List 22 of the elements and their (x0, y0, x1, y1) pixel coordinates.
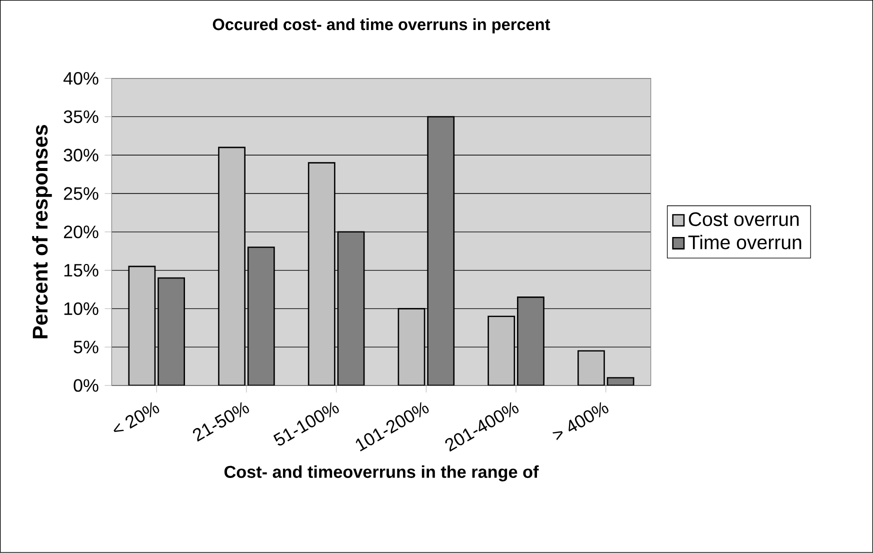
legend-label: Cost overrun (688, 212, 799, 226)
bar (577, 350, 605, 386)
y-tick-label: 40% (63, 72, 98, 85)
x-tick-label: < 20% (114, 402, 160, 432)
bar (398, 308, 426, 386)
y-tick-label: 30% (64, 148, 98, 162)
bar (128, 266, 156, 386)
y-tick-label: 25% (64, 187, 98, 200)
legend-label: Time overrun (688, 234, 802, 250)
chart-title: Occured cost- and time overruns in percent (212, 18, 550, 34)
y-axis-title: Percent of responses (32, 125, 52, 338)
bar (218, 146, 246, 386)
y-tick-label: 5% (74, 340, 98, 354)
x-tick-label: > 400% (552, 402, 608, 440)
y-tick-label: 0% (74, 379, 98, 392)
y-tick-label: 20% (64, 226, 98, 238)
bar (308, 162, 336, 386)
y-tick-label: 10% (64, 302, 98, 316)
y-tick-label: 35% (64, 110, 98, 124)
x-axis-title: Cost- and timeoverruns in the range of (224, 465, 539, 482)
y-tick-label: 15% (64, 264, 98, 277)
bar (488, 316, 516, 386)
